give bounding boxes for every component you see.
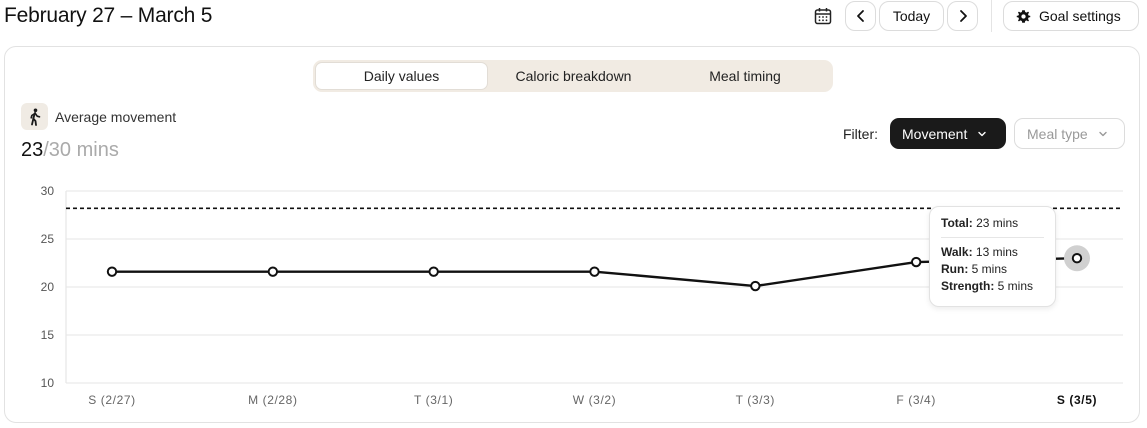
x-tick-label: F (3/4) [896,393,936,407]
metric-current: 23 [21,139,44,161]
previous-week-button[interactable] [845,1,876,31]
tab-daily-values[interactable]: Daily values [315,62,488,90]
today-button[interactable]: Today [879,1,944,31]
header: February 27 – March 5 Today Goal setting… [0,0,1147,36]
x-tick-label: S (3/5) [1057,393,1097,407]
chevron-left-icon [856,10,864,22]
metric-label: Average movement [55,109,177,125]
data-point [910,256,922,268]
next-week-button[interactable] [947,1,978,31]
chevron-down-icon [1099,131,1107,136]
y-tick-label: 25 [41,232,55,246]
y-tick-label: 30 [41,184,55,198]
meal-type-filter-dropdown[interactable]: Meal type [1014,118,1125,149]
y-tick-label: 10 [41,376,55,390]
data-point [106,266,118,277]
calendar-button[interactable] [811,5,835,27]
metric-value: 23/30 mins [21,139,119,162]
data-point [750,280,761,292]
header-divider [991,0,992,32]
chevron-right-icon [959,10,967,22]
movement-filter-dropdown[interactable]: Movement [890,118,1006,149]
filter-label: Filter: [843,126,878,142]
chevron-down-icon [978,131,987,136]
goal-settings-label: Goal settings [1039,8,1121,24]
chart-tooltip: Total: 23 mins Walk: 13 mins Run: 5 mins… [929,206,1056,307]
view-tabs: Daily values Caloric breakdown Meal timi… [313,60,833,92]
tooltip-total: Total: 23 mins [941,216,1019,230]
data-point [428,266,439,277]
tooltip-divider [941,237,1044,238]
x-tick-label: M (2/28) [248,393,297,407]
date-range-title: February 27 – March 5 [4,4,213,27]
metric-goal: /30 mins [43,139,119,161]
x-tick-label: T (3/1) [414,393,453,407]
tooltip-run: Run: 5 mins [941,262,1008,276]
y-tick-label: 20 [41,280,55,294]
x-tick-label: T (3/3) [736,393,775,407]
x-tick-label: W (3/2) [573,393,617,407]
gear-icon [1016,9,1031,23]
movement-filter-label: Movement [902,125,968,142]
tab-caloric-breakdown[interactable]: Caloric breakdown [515,68,632,84]
calendar-icon [814,8,832,25]
data-point [589,266,600,277]
tab-meal-timing[interactable]: Meal timing [709,68,781,84]
data-point [267,266,279,277]
metric-icon-box [21,103,48,130]
walking-person-icon [29,108,40,126]
meal-type-filter-label: Meal type [1027,125,1088,142]
data-point [1071,253,1083,264]
tooltip-strength: Strength: 5 mins [941,279,1034,293]
x-tick-label: S (2/27) [88,393,136,407]
y-tick-label: 15 [41,328,55,342]
goal-settings-button[interactable]: Goal settings [1003,1,1139,31]
tooltip-walk: Walk: 13 mins [941,245,1018,259]
